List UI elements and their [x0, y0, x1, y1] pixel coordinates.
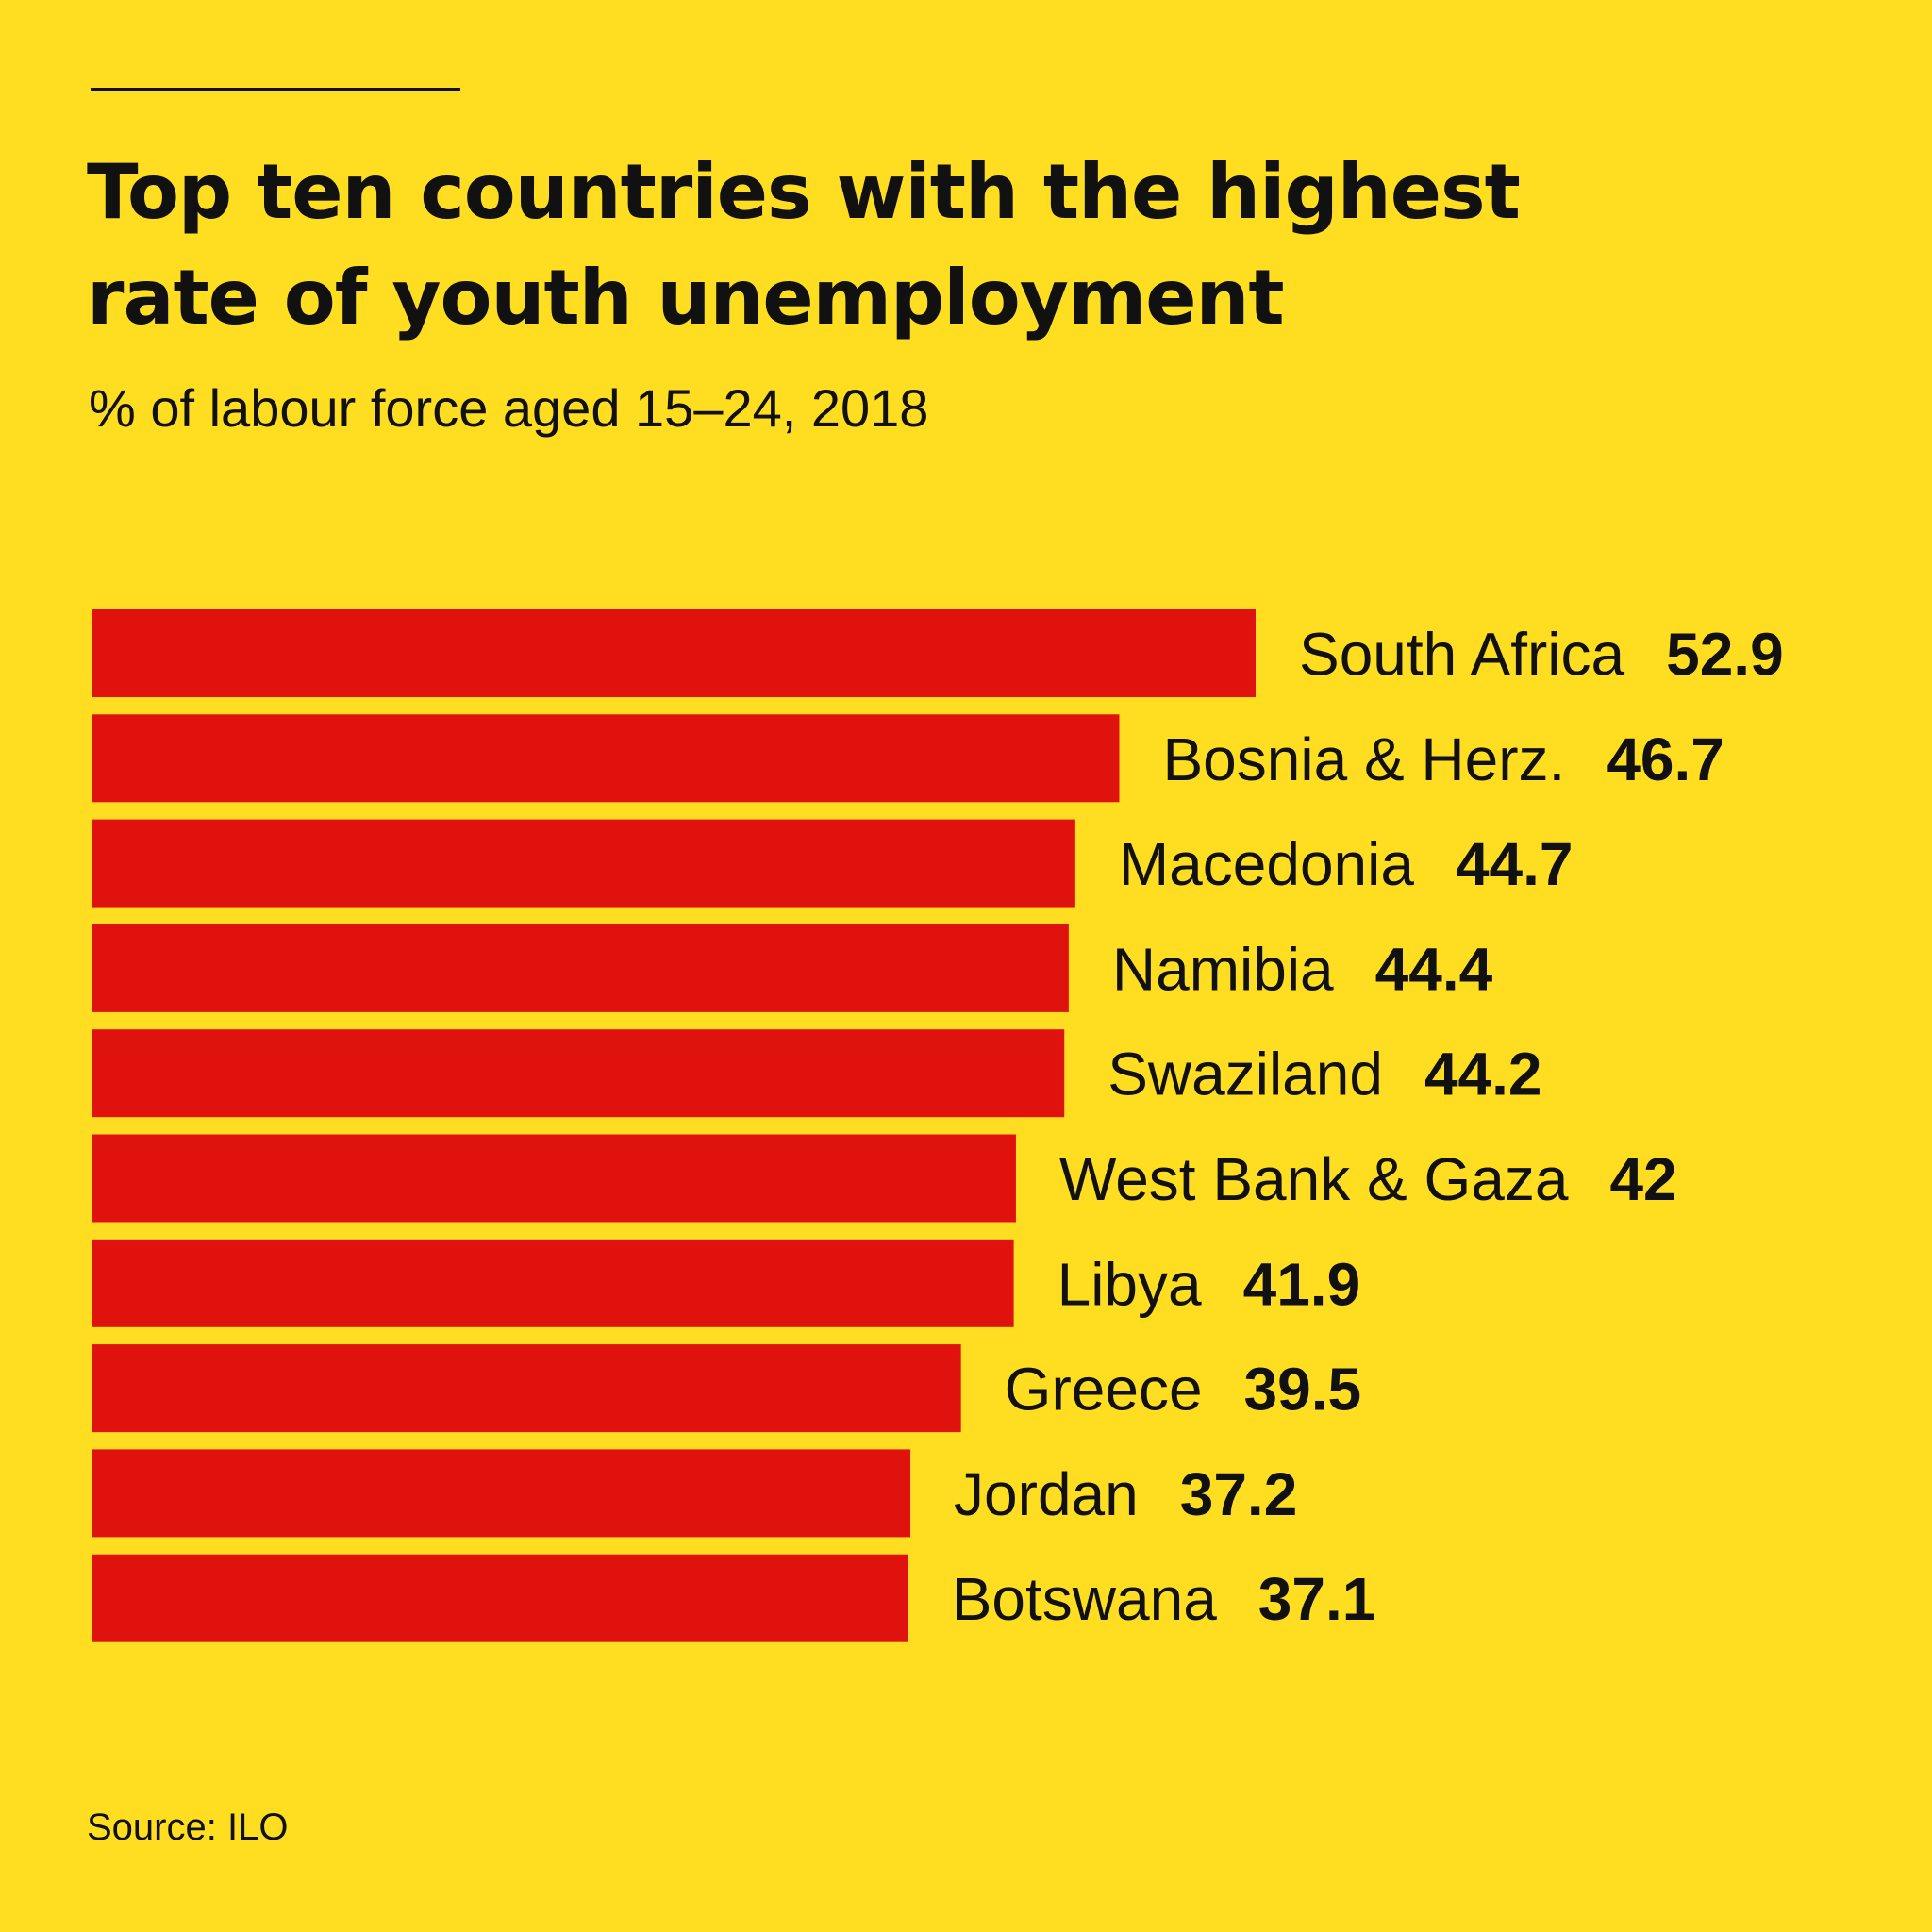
bar-label-1: Bosnia & Herz. [1162, 725, 1565, 793]
bar-label-6: Libya [1058, 1250, 1202, 1318]
source-note: Source: ILO [87, 1807, 289, 1848]
chart-subtitle: % of labour force aged 15–24, 2018 [89, 378, 929, 438]
bar-value-8: 37.2 [1180, 1460, 1298, 1528]
bar-value-4: 44.2 [1424, 1041, 1542, 1108]
bar-7 [92, 1344, 961, 1433]
bar-label-5: West Bank & Gaza [1059, 1145, 1569, 1213]
top-rule [91, 88, 460, 91]
bar-2 [92, 819, 1075, 908]
bar-value-0: 52.9 [1666, 621, 1784, 689]
bar-value-1: 46.7 [1607, 725, 1724, 793]
bar-value-9: 37.1 [1258, 1565, 1376, 1633]
bar-4 [92, 1029, 1065, 1118]
bar-value-6: 41.9 [1243, 1250, 1361, 1318]
bar-5 [92, 1134, 1016, 1223]
bar-label-4: Swaziland [1108, 1041, 1383, 1108]
bar-value-2: 44.7 [1456, 830, 1574, 898]
bar-label-3: Namibia [1112, 935, 1334, 1003]
chart-title: Top ten countries with the highest rate … [87, 148, 1521, 341]
bar-8 [92, 1449, 911, 1538]
bar-value-5: 42 [1609, 1145, 1676, 1213]
bar-value-7: 39.5 [1244, 1356, 1362, 1424]
bar-label-9: Botswana [952, 1565, 1217, 1633]
bar-1 [92, 714, 1120, 803]
bar-label-7: Greece [1005, 1356, 1203, 1424]
bar-0 [92, 609, 1256, 697]
bar-label-8: Jordan [954, 1460, 1139, 1528]
bar-6 [92, 1239, 1014, 1327]
bar-9 [92, 1554, 908, 1642]
bar-value-3: 44.4 [1375, 935, 1493, 1003]
bar-label-0: South Africa [1299, 621, 1625, 689]
bar-label-2: Macedonia [1119, 830, 1415, 898]
bar-3 [92, 924, 1069, 1012]
